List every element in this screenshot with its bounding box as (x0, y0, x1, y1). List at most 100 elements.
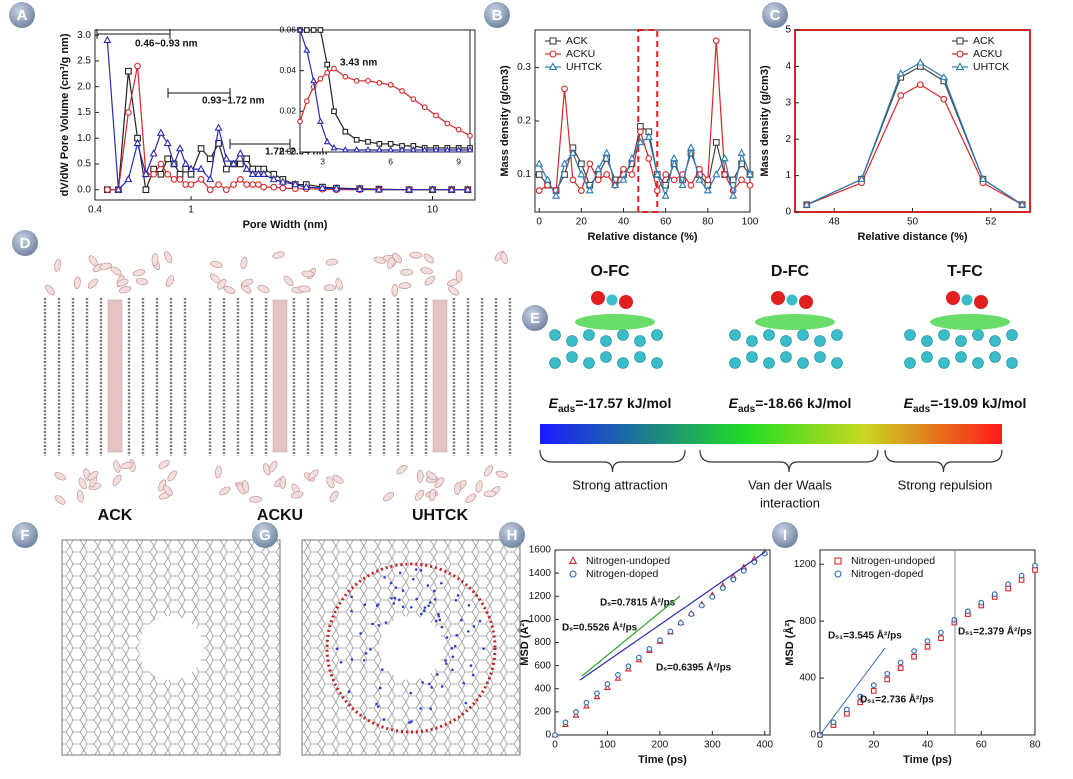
marker (353, 77, 360, 84)
gas-dot (390, 597, 393, 600)
gas-dot (451, 655, 455, 659)
legend-label: ACK (566, 35, 588, 47)
marker (236, 149, 245, 157)
gas-molecule (215, 465, 222, 479)
gas-molecule (165, 275, 175, 288)
gas-molecule (54, 472, 66, 481)
y-tick-label: 400 (534, 683, 551, 694)
gas-molecule (400, 269, 413, 276)
marker (802, 200, 811, 208)
atom (989, 335, 1001, 347)
inset-background (300, 30, 470, 152)
marker (141, 169, 150, 178)
gas-dot (410, 720, 413, 723)
marker (242, 164, 251, 172)
annotation: Dₛ=0.7815 Å²/ps (600, 596, 676, 609)
marker (1005, 581, 1011, 588)
gas-dot (383, 576, 386, 579)
atom (972, 357, 984, 369)
marker (938, 635, 944, 642)
x-tick-label: 48 (829, 217, 841, 228)
atom (921, 335, 933, 347)
carbon-atom (961, 294, 973, 306)
gas-dot (450, 647, 454, 650)
x-tick-label: 100 (599, 740, 616, 751)
panel-letter: F (20, 527, 29, 544)
y-tick-label: 0 (545, 730, 551, 741)
gas-dot (423, 606, 427, 609)
gas-molecule (76, 489, 84, 503)
x-tick-label: 1 (188, 205, 194, 216)
panel-letter-badge (484, 2, 510, 28)
y-tick-label: 0.0 (77, 184, 91, 195)
gas-molecule (423, 253, 434, 264)
x-tick-label: 400 (756, 740, 773, 751)
gas-dot (350, 595, 353, 599)
atom (600, 351, 612, 363)
gas-dot (462, 681, 466, 685)
marker (297, 118, 303, 125)
gas-dot (433, 598, 437, 601)
marker (720, 153, 729, 162)
gas-dot (401, 605, 405, 609)
gas-dot (350, 609, 353, 613)
x-tick-label: 40 (922, 740, 934, 751)
gas-molecule (396, 464, 408, 475)
marker (857, 174, 866, 183)
marker (133, 138, 142, 147)
pore-channel (432, 299, 448, 453)
gas-dot (454, 598, 458, 602)
atom (763, 329, 775, 341)
marker (583, 702, 590, 709)
gas-molecule (217, 278, 227, 290)
x-tick-label: 0 (552, 740, 558, 751)
x-tick-label: 20 (576, 217, 588, 228)
marker (125, 109, 132, 116)
gas-dot (466, 630, 470, 633)
marker (543, 175, 552, 183)
x-tick-label: 0.4 (88, 205, 102, 216)
fit-line (579, 551, 766, 681)
marker (421, 146, 429, 153)
gas-molecule (45, 284, 55, 296)
marker (149, 149, 158, 157)
marker (332, 184, 341, 192)
marker (214, 123, 223, 131)
marker (955, 62, 965, 70)
marker (296, 26, 304, 33)
marker (443, 146, 451, 153)
marker (176, 176, 184, 183)
gas-molecule (420, 267, 433, 275)
gas-dot (451, 668, 454, 672)
pore (379, 616, 443, 680)
marker (951, 616, 958, 623)
x-tick-label: 60 (976, 740, 988, 751)
legend-label: Nitrogen-undoped (851, 555, 935, 567)
marker (636, 137, 645, 146)
gas-dot (429, 707, 432, 710)
panel-letter-badge (9, 2, 35, 28)
gas-molecule (392, 252, 403, 264)
marker (376, 80, 383, 86)
marker (830, 719, 837, 726)
marker (156, 128, 165, 136)
marker (374, 185, 383, 193)
atom (651, 329, 663, 341)
gas-dot (427, 604, 430, 608)
marker (636, 654, 642, 661)
gas-molecule (425, 471, 437, 481)
marker (206, 155, 214, 163)
series-line (107, 65, 468, 191)
panel-letter-badge (772, 522, 798, 548)
marker (535, 171, 543, 178)
marker (625, 663, 632, 670)
y-tick-label: 1 (785, 170, 791, 181)
gas-dot (428, 601, 432, 604)
atom (617, 329, 629, 341)
marker (661, 191, 670, 199)
marker (667, 628, 674, 635)
y-tick-label: 600 (534, 660, 551, 671)
gas-dot (433, 589, 436, 593)
marker (206, 186, 214, 194)
